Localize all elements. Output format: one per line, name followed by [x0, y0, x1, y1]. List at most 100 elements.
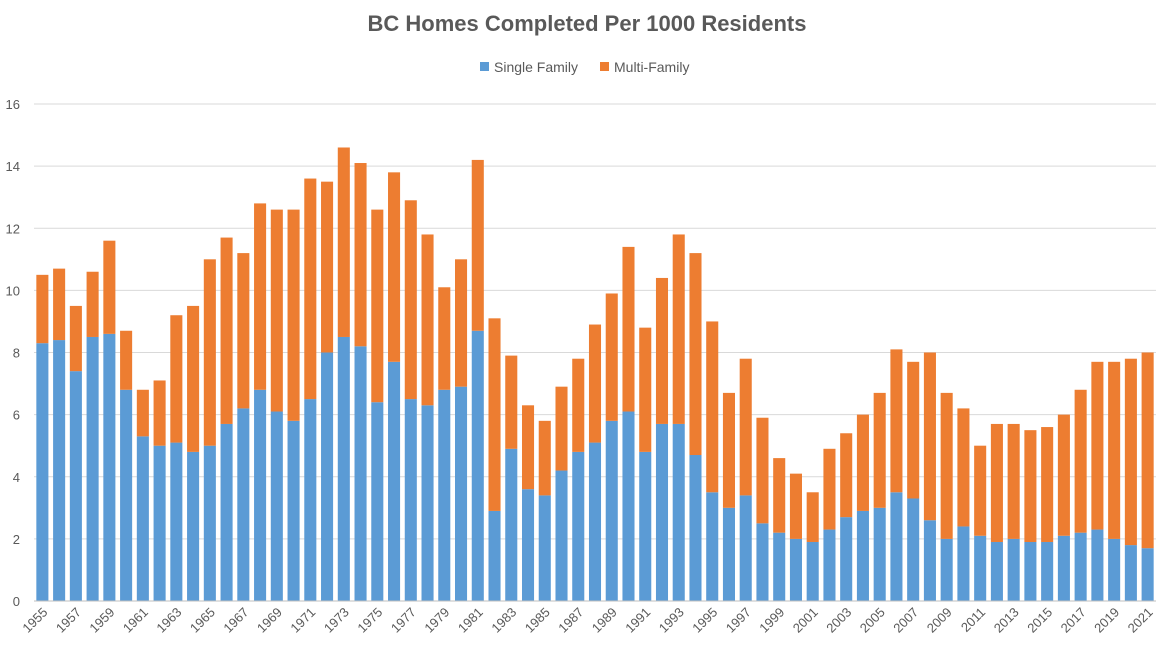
bar-multi-family-1997 [739, 358, 752, 496]
x-tick-label: 1975 [354, 605, 385, 636]
bar-single-family-1975 [371, 402, 384, 601]
bar-multi-family-1988 [588, 324, 602, 443]
x-tick-label: 1981 [455, 605, 486, 636]
bar-multi-family-1958 [86, 271, 99, 337]
bar-single-family-1963 [170, 442, 183, 601]
bar-single-family-1996 [722, 507, 735, 601]
bar-multi-family-1962 [153, 380, 166, 446]
bar-multi-family-1977 [404, 200, 417, 400]
bar-multi-family-2015 [1041, 427, 1054, 542]
bar-single-family-1995 [706, 492, 719, 601]
bar-multi-family-1999 [773, 458, 786, 533]
bar-multi-family-1992 [655, 277, 669, 424]
x-tick-label: 1987 [555, 605, 586, 636]
bar-single-family-1986 [555, 470, 568, 601]
bar-multi-family-1965 [203, 259, 216, 446]
bar-multi-family-2017 [1074, 389, 1087, 533]
bar-single-family-1960 [120, 389, 133, 601]
bar-multi-family-1984 [521, 405, 535, 490]
bar-single-family-2020 [1124, 545, 1137, 601]
bar-multi-family-1980 [455, 259, 468, 387]
bar-single-family-1956 [53, 340, 66, 601]
bar-single-family-1990 [622, 411, 635, 601]
x-tick-label: 2015 [1024, 605, 1055, 636]
y-tick-label: 16 [6, 97, 20, 112]
bar-single-family-2016 [1057, 535, 1070, 601]
chart-title: BC Homes Completed Per 1000 Residents [368, 11, 807, 36]
bar-single-family-2000 [789, 538, 802, 602]
bar-single-family-1992 [655, 423, 669, 601]
bar-single-family-1980 [455, 386, 468, 601]
bar-single-family-1991 [639, 451, 652, 601]
y-tick-label: 8 [13, 346, 20, 361]
x-tick-label: 2009 [924, 605, 955, 636]
bar-single-family-1993 [672, 423, 685, 601]
x-tick-label: 2007 [890, 605, 921, 636]
bar-single-family-1983 [505, 448, 518, 601]
bar-single-family-2009 [940, 538, 953, 602]
x-tick-label: 1957 [53, 605, 84, 636]
bar-multi-family-2019 [1108, 361, 1121, 539]
bar-single-family-1988 [588, 442, 602, 601]
bar-single-family-1977 [404, 399, 417, 601]
bar-single-family-1972 [321, 352, 334, 601]
x-tick-label: 2019 [1091, 605, 1122, 636]
bar-multi-family-1993 [672, 234, 685, 424]
x-tick-label: 1969 [254, 605, 285, 636]
x-tick-label: 1993 [656, 605, 687, 636]
bar-multi-family-1989 [605, 293, 618, 421]
bar-single-family-1989 [605, 420, 618, 601]
bar-multi-family-1964 [187, 305, 200, 452]
bar-single-family-1974 [354, 346, 367, 601]
bar-single-family-1976 [388, 361, 401, 601]
bar-multi-family-2010 [957, 408, 970, 527]
bar-single-family-2018 [1091, 529, 1104, 601]
x-axis-ticks: 1955 1957 1959 1961 1963 1965 1967 1969 1971 1973… [19, 605, 1155, 636]
bar-multi-family-1966 [220, 237, 233, 424]
bar-multi-family-1960 [120, 330, 133, 390]
bar-multi-family-2021 [1141, 352, 1154, 549]
bar-multi-family-2011 [974, 445, 987, 536]
bar-multi-family-1991 [639, 327, 652, 452]
bar-multi-family-1957 [69, 305, 82, 372]
bar-single-family-2005 [873, 507, 886, 601]
bar-single-family-1958 [86, 336, 99, 601]
bar-single-family-1982 [488, 510, 501, 601]
x-tick-label: 2003 [823, 605, 854, 636]
x-tick-label: 2021 [1125, 605, 1156, 636]
bar-single-family-2002 [823, 529, 836, 601]
bar-single-family-1994 [689, 455, 702, 601]
bar-single-family-2010 [957, 526, 970, 601]
bar-single-family-1962 [153, 445, 166, 601]
bar-multi-family-1959 [103, 240, 116, 334]
bar-single-family-1981 [471, 330, 484, 601]
bar-multi-family-2012 [990, 423, 1003, 542]
bar-single-family-1999 [773, 532, 786, 601]
x-tick-label: 1977 [388, 605, 419, 636]
legend-swatch-single-family [480, 62, 489, 71]
x-tick-label: 1963 [153, 605, 184, 636]
bar-single-family-1987 [572, 451, 585, 601]
bar-multi-family-1972 [321, 181, 334, 353]
bar-multi-family-1970 [287, 209, 300, 421]
bar-multi-family-1985 [538, 420, 551, 496]
x-tick-label: 1999 [756, 605, 787, 636]
bar-multi-family-1968 [254, 203, 267, 390]
bar-multi-family-1973 [337, 147, 350, 337]
bar-single-family-1959 [103, 333, 116, 601]
bar-single-family-1955 [36, 343, 49, 601]
legend-swatch-multi-family [600, 62, 609, 71]
x-tick-label: 1965 [187, 605, 218, 636]
bar-multi-family-1974 [354, 163, 367, 347]
bar-multi-family-1971 [304, 178, 317, 400]
bar-single-family-1957 [69, 371, 82, 601]
x-tick-label: 1995 [689, 605, 720, 636]
bar-multi-family-1996 [722, 392, 735, 508]
bar-multi-family-1975 [371, 209, 384, 403]
bar-multi-family-1961 [136, 389, 149, 437]
bar-single-family-1966 [220, 423, 233, 601]
x-tick-label: 2017 [1058, 605, 1089, 636]
bar-single-family-1969 [270, 411, 283, 601]
x-tick-label: 1989 [589, 605, 620, 636]
bar-single-family-1998 [756, 523, 769, 601]
